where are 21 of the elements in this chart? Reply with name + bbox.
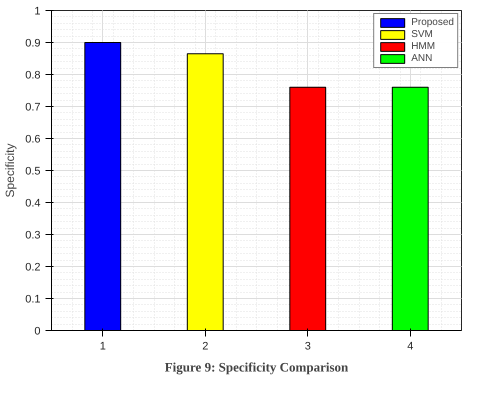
legend-label: SVM: [411, 29, 433, 40]
y-tick-label: 0.2: [25, 262, 41, 274]
x-tick-label: 1: [100, 340, 106, 352]
y-axis-title: Specificity: [3, 143, 18, 198]
y-tick-label: 0: [34, 326, 41, 338]
x-tick-label: 3: [304, 340, 311, 352]
y-tick-label: 0.4: [25, 198, 41, 210]
y-tick-label: 0.1: [25, 294, 41, 306]
x-tick-label: 2: [202, 340, 208, 352]
text: Figure 9: Specificity Comparison: [164, 360, 350, 374]
legend-label: HMM: [411, 41, 436, 52]
legend-label: ANN: [411, 53, 432, 64]
y-tick-label: 0.8: [25, 70, 41, 82]
y-tick-label: 0.3: [25, 230, 41, 242]
y-tick-label: 0.7: [25, 102, 41, 114]
y-tick-label: 0.9: [25, 38, 41, 50]
x-tick-label: 4: [407, 340, 414, 352]
y-tick-label: 0.5: [25, 166, 41, 178]
legend-label: Proposed: [411, 17, 454, 28]
y-tick-label: 0.6: [25, 134, 41, 146]
y-tick-label: 1: [34, 6, 41, 18]
